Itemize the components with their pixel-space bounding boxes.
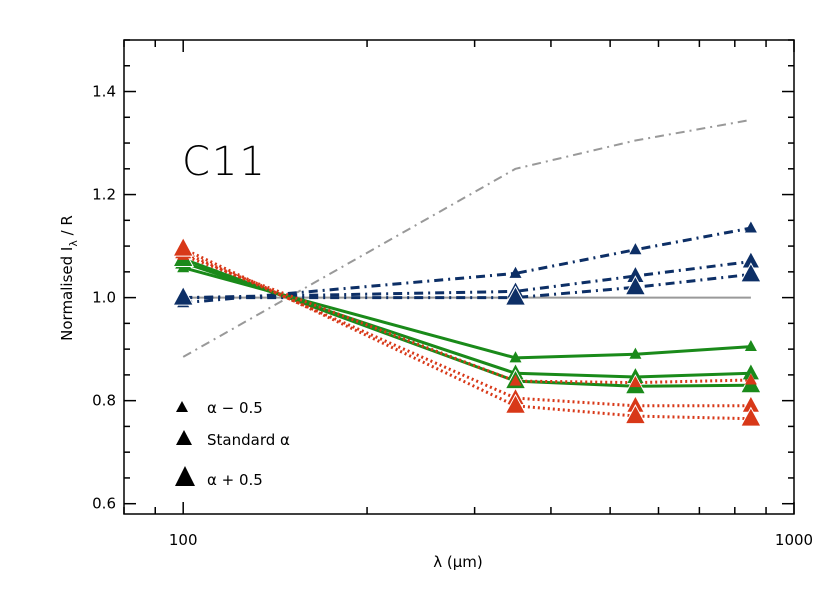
point-blue-large (624, 275, 647, 296)
x-tick-label: 100 (169, 531, 198, 549)
point-green-small (629, 347, 642, 359)
point-green-small (744, 339, 757, 352)
point-red-large (172, 236, 195, 257)
series-line-green-small (182, 266, 751, 360)
y-tick-label: 1.2 (92, 186, 116, 204)
y-tick-label: 0.8 (92, 392, 116, 410)
point-red-small (509, 374, 522, 386)
point-red-large (624, 404, 647, 425)
point-blue-medium (742, 252, 759, 268)
legend-entry-minus: α − 0.5 (176, 399, 263, 417)
y-ticks: 0.6 0.8 1.0 1.2 1.4 (92, 39, 794, 513)
x-axis-title: λ (μm) (433, 553, 483, 571)
point-blue-large (740, 262, 762, 283)
point-blue-large (504, 285, 527, 306)
series-line-red-small (182, 253, 751, 385)
point-red-small (629, 376, 642, 388)
point-red-medium (742, 397, 759, 412)
legend-label-plus: α + 0.5 (207, 471, 263, 489)
legend: α − 0.5 Standard α α + 0.5 (175, 399, 290, 489)
point-red-large (740, 406, 762, 427)
point-blue-small (744, 221, 757, 233)
legend-marker-large (175, 466, 195, 486)
point-blue-medium (627, 267, 644, 282)
point-red-large (504, 393, 527, 414)
series-line-red-medium (182, 250, 751, 408)
series-line-green-large (182, 257, 751, 388)
y-axis-title-tail: / R (58, 215, 76, 240)
series-line-green-medium (182, 261, 751, 379)
series-line-reference-none (182, 118, 752, 358)
x-tick-label: 1000 (775, 531, 813, 549)
y-axis-title-sub: λ (67, 240, 80, 247)
point-blue-small (629, 243, 642, 255)
legend-entry-plus: α + 0.5 (175, 466, 263, 489)
panel-label: C11 (182, 139, 267, 185)
y-tick-label: 1.0 (92, 289, 116, 307)
plot-frame (123, 39, 795, 515)
y-tick-label: 1.4 (92, 83, 116, 101)
plot-markers (172, 221, 762, 427)
y-axis-title-main: Normalised I (58, 247, 76, 341)
series-line-blue-large (183, 272, 752, 300)
point-blue-small (509, 266, 522, 278)
point-red-small (744, 373, 757, 385)
plot-lines (182, 118, 752, 421)
point-blue-large (172, 285, 195, 306)
point-green-medium (742, 364, 759, 380)
y-axis-title: Normalised Iλ / R (58, 215, 80, 341)
y-tick-label: 0.6 (92, 495, 116, 513)
legend-label-minus: α − 0.5 (207, 399, 263, 417)
x-ticks: 100 1000 (123, 40, 813, 549)
legend-marker-medium (176, 430, 192, 445)
series-line-blue-medium (183, 260, 752, 300)
point-green-small (509, 351, 522, 363)
series-line-red-large (182, 247, 751, 421)
svg-text:Normalised Iλ / R: Normalised Iλ / R (58, 215, 80, 341)
legend-entry-standard: Standard α (176, 430, 290, 449)
legend-label-standard: Standard α (207, 431, 290, 449)
legend-marker-small (176, 401, 188, 412)
